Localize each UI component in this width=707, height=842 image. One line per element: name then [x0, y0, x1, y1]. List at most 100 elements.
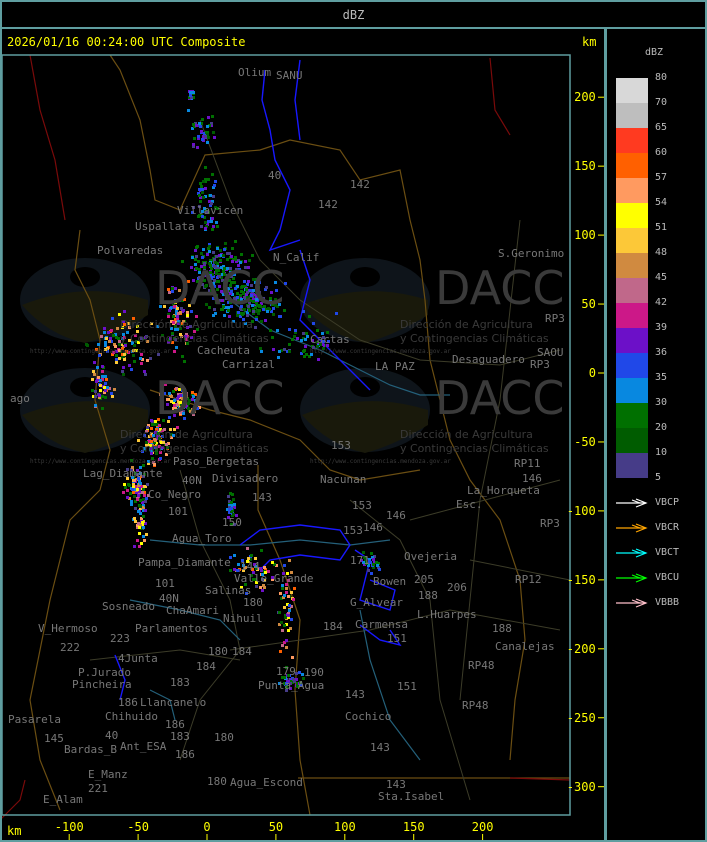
echo-pixel — [143, 473, 146, 476]
echo-pixel — [244, 566, 247, 569]
place-label: 184 — [196, 660, 216, 673]
echo-pixel — [121, 326, 124, 329]
echo-pixel — [123, 310, 126, 313]
echo-pixel — [257, 312, 260, 315]
echo-pixel — [198, 205, 201, 208]
place-label: RP3 — [540, 517, 560, 530]
echo-pixel — [201, 118, 204, 121]
echo-pixel — [159, 457, 162, 460]
echo-pixel — [123, 336, 126, 339]
echo-pixel — [161, 435, 164, 438]
echo-pixel — [142, 504, 145, 507]
place-label: 142 — [350, 178, 370, 191]
echo-pixel — [177, 322, 180, 325]
echo-pixel — [222, 265, 225, 268]
echo-pixel — [154, 420, 157, 423]
echo-pixel — [236, 285, 239, 288]
echo-pixel — [104, 389, 107, 392]
echo-pixel — [137, 522, 140, 525]
echo-pixel — [259, 298, 262, 301]
echo-pixel — [170, 433, 173, 436]
place-label: 206 — [447, 581, 467, 594]
y-tick-label: 200 — [574, 90, 596, 105]
echo-pixel — [300, 684, 303, 687]
place-label: 40N — [182, 474, 202, 487]
echo-pixel — [145, 497, 148, 500]
echo-pixel — [304, 345, 307, 348]
radar-label: VBCU — [655, 572, 680, 583]
echo-pixel — [146, 426, 149, 429]
legend-swatch-57 — [616, 153, 648, 178]
echo-pixel — [122, 491, 125, 494]
echo-pixel — [191, 393, 194, 396]
echo-pixel — [365, 562, 368, 565]
echo-pixel — [126, 468, 129, 471]
echo-pixel — [182, 412, 185, 415]
echo-pixel — [181, 355, 184, 358]
echo-pixel — [200, 130, 203, 133]
echo-pixel — [101, 395, 104, 398]
echo-pixel — [283, 564, 286, 567]
echo-pixel — [127, 351, 130, 354]
echo-pixel — [256, 304, 259, 307]
echo-pixel — [311, 339, 314, 342]
echo-pixel — [85, 343, 88, 346]
echo-pixel — [252, 289, 255, 292]
echo-pixel — [259, 305, 262, 308]
echo-pixel — [293, 587, 296, 590]
echo-pixel — [192, 91, 195, 94]
echo-pixel — [176, 397, 179, 400]
echo-pixel — [97, 376, 100, 379]
echo-pixel — [251, 568, 254, 571]
place-label: 205 — [414, 573, 434, 586]
echo-pixel — [370, 572, 373, 575]
radar-arrow-icon-vbcr — [616, 523, 648, 533]
echo-pixel — [209, 264, 212, 267]
echo-pixel — [136, 325, 139, 328]
echo-pixel — [195, 246, 198, 249]
echo-pixel — [196, 407, 199, 410]
echo-pixel — [229, 284, 232, 287]
echo-pixel — [295, 672, 298, 675]
legend-swatch-20 — [616, 403, 648, 428]
echo-pixel — [283, 682, 286, 685]
echo-pixel — [191, 211, 194, 214]
echo-pixel — [278, 303, 281, 306]
echo-pixel — [287, 674, 290, 677]
echo-pixel — [230, 507, 233, 510]
echo-pixel — [226, 252, 229, 255]
echo-pixel — [99, 389, 102, 392]
echo-pixel — [270, 310, 273, 313]
echo-pixel — [165, 443, 168, 446]
echo-pixel — [103, 386, 106, 389]
echo-pixel — [186, 397, 189, 400]
echo-pixel — [142, 464, 145, 467]
echo-pixel — [155, 442, 158, 445]
echo-pixel — [316, 329, 319, 332]
place-label: Bardas_B — [64, 743, 117, 756]
echo-pixel — [181, 389, 184, 392]
echo-pixel — [224, 306, 227, 309]
y-tick-label: 50 — [581, 297, 596, 312]
echo-pixel — [255, 278, 258, 281]
echo-pixel — [274, 281, 277, 284]
echo-pixel — [265, 286, 268, 289]
echo-pixel — [362, 561, 365, 564]
echo-pixel — [255, 302, 258, 305]
echo-pixel — [137, 341, 140, 344]
echo-pixel — [218, 254, 221, 257]
echo-pixel — [198, 194, 201, 197]
header-title: dBZ — [342, 8, 365, 22]
place-label: RP3 — [530, 358, 550, 371]
echo-pixel — [205, 225, 208, 228]
legend-swatch-35 — [616, 353, 648, 378]
echo-pixel — [93, 373, 96, 376]
echo-pixel — [299, 681, 302, 684]
place-label: 40 — [268, 169, 282, 182]
echo-pixel — [207, 136, 210, 139]
echo-pixel — [294, 331, 297, 334]
echo-pixel — [134, 500, 137, 503]
echo-pixel — [101, 378, 104, 381]
echo-pixel — [204, 285, 207, 288]
